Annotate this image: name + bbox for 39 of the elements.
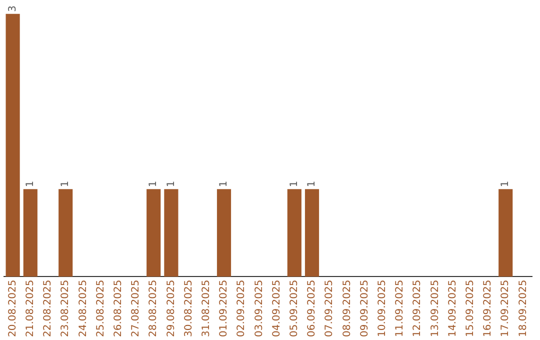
x-tick-label: 20.08.2025 (7, 280, 18, 338)
x-tick-label: 08.09.2025 (342, 280, 353, 338)
x-tick-label: 11.09.2025 (394, 280, 406, 338)
x-tick-label: 23.08.2025 (60, 280, 72, 338)
x-tick-label: 29.08.2025 (166, 280, 177, 338)
x-tick-label: 03.09.2025 (254, 280, 265, 338)
x-tick-label: 26.08.2025 (112, 280, 124, 338)
x-tick-label: 02.09.2025 (236, 280, 248, 338)
x-tick-label: 14.09.2025 (447, 280, 458, 338)
data-label: 1 (288, 180, 300, 188)
x-tick-label: 06.09.2025 (306, 280, 318, 338)
x-tick-label: 10.09.2025 (376, 280, 388, 338)
data-label: 1 (148, 180, 160, 188)
x-tick-label: 31.08.2025 (200, 280, 212, 338)
x-tick-label: 24.08.2025 (78, 280, 89, 338)
x-tick-label: 07.09.2025 (324, 280, 336, 338)
x-tick-label: 18.09.2025 (518, 280, 529, 338)
x-tick-label: 25.08.2025 (95, 280, 106, 338)
x-tick-label: 12.09.2025 (412, 280, 424, 338)
data-label: 1 (218, 180, 230, 188)
x-tick-label: 13.09.2025 (430, 280, 441, 338)
data-label: 3 (7, 6, 18, 12)
data-label: 1 (500, 180, 512, 188)
x-tick-label: 17.09.2025 (500, 280, 512, 338)
data-label: 1 (60, 180, 72, 188)
x-tick-label: 22.08.2025 (42, 280, 54, 338)
x-tick-label: 21.08.2025 (24, 280, 36, 338)
x-tick-label: 16.09.2025 (482, 280, 494, 338)
x-tick-label: 05.09.2025 (288, 280, 300, 338)
x-tick-label: 30.08.2025 (183, 280, 194, 338)
data-label: 1 (166, 180, 177, 188)
x-tick-label: 15.09.2025 (464, 280, 476, 338)
data-label: 1 (24, 180, 36, 188)
x-tick-label: 09.09.2025 (359, 280, 370, 338)
x-tick-label: 28.08.2025 (148, 280, 160, 338)
x-tick-label: 01.09.2025 (218, 280, 230, 338)
x-tick-label: 27.08.2025 (130, 280, 142, 338)
data-label: 1 (306, 180, 318, 188)
x-tick-label: 04.09.2025 (271, 280, 282, 338)
